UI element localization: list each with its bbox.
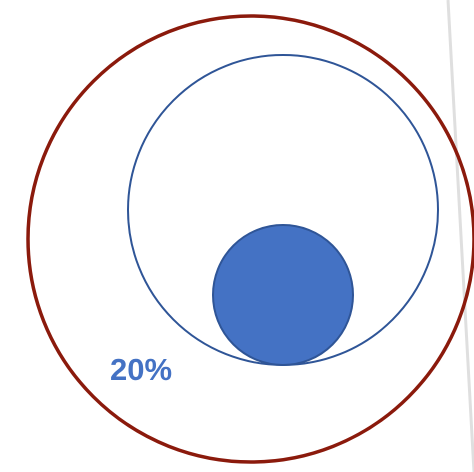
filled-circle xyxy=(212,224,354,366)
page-edge-shadow xyxy=(446,0,474,472)
percentage-label: 20% xyxy=(110,352,172,387)
outer-circle xyxy=(26,14,474,464)
